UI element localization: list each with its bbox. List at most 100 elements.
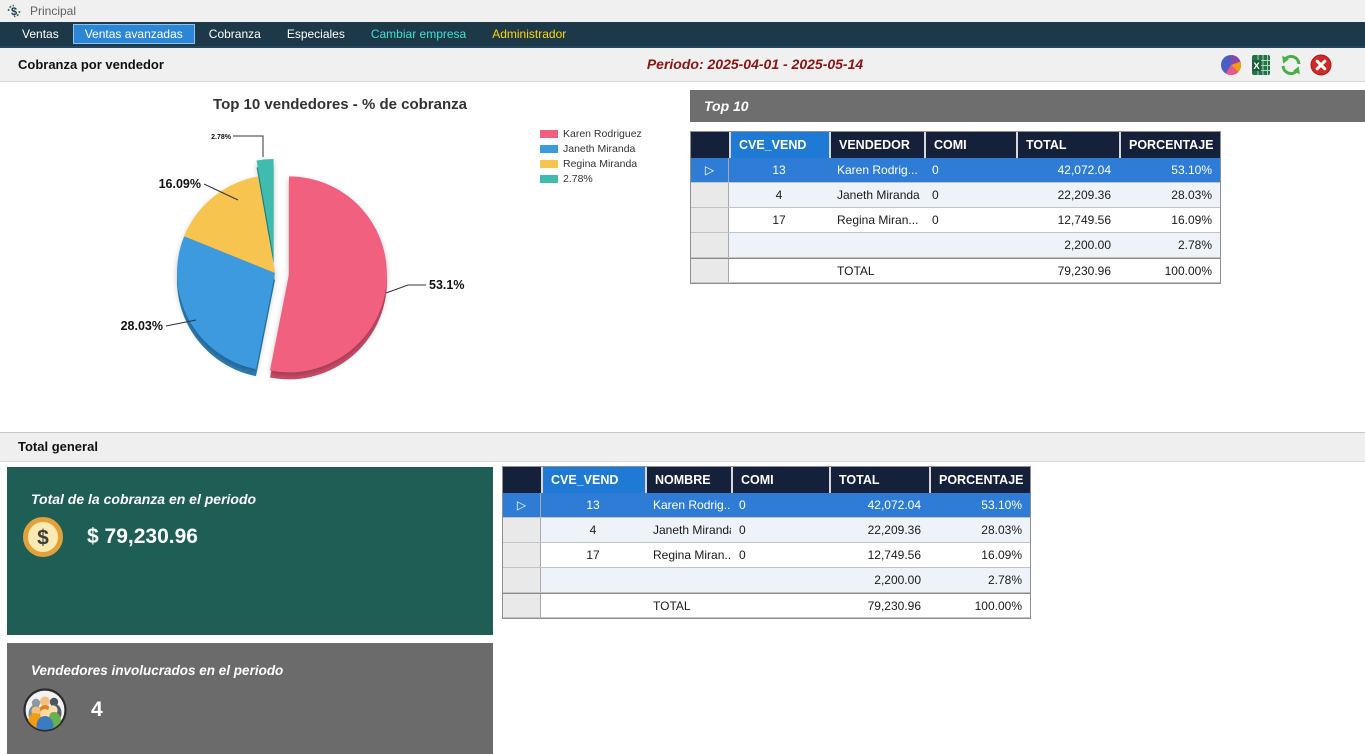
cell-porcentaje[interactable]: 2.78% bbox=[1177, 238, 1212, 252]
cell-total[interactable]: 42,072.04 bbox=[1057, 163, 1111, 177]
total-cobranza-panel: Total de la cobranza en el periodo $ $ 7… bbox=[7, 467, 493, 635]
cell-porcentaje[interactable]: 2.78% bbox=[987, 573, 1022, 587]
pie-slice-regina-miranda[interactable] bbox=[184, 176, 275, 273]
cell-comi[interactable]: 0 bbox=[739, 548, 746, 562]
cell-comi[interactable] bbox=[731, 568, 829, 592]
cell-total[interactable]: 12,749.56 bbox=[867, 548, 921, 562]
col-header-selector[interactable] bbox=[691, 132, 729, 158]
table-row-total: TOTAL 79,230.96 100.00% bbox=[691, 258, 1220, 283]
row-selector[interactable] bbox=[691, 208, 729, 232]
col-header-vendedor[interactable]: VENDEDOR bbox=[829, 132, 924, 158]
cell-nombre[interactable]: Janeth Miranda bbox=[653, 523, 731, 537]
col-header-porcentaje[interactable]: PORCENTAJE bbox=[1119, 132, 1220, 158]
pie-chart: 53.1% 28.03% 16.09% 2.78% bbox=[121, 134, 464, 380]
cell-cve-vend[interactable] bbox=[729, 233, 829, 257]
cell-comi[interactable]: 0 bbox=[932, 188, 939, 202]
col-header-selector[interactable] bbox=[503, 467, 541, 493]
top10-section-title: Top 10 bbox=[704, 98, 749, 114]
cell-total[interactable]: 22,209.36 bbox=[1057, 188, 1111, 202]
menu-administrador[interactable]: Administrador bbox=[492, 27, 567, 41]
cell-nombre[interactable]: Regina Miran... bbox=[653, 548, 731, 562]
pie-chart-icon[interactable] bbox=[1219, 53, 1243, 77]
menu-cobranza[interactable]: Cobranza bbox=[208, 27, 261, 41]
cell-vendedor[interactable] bbox=[829, 233, 924, 257]
row-selector[interactable] bbox=[503, 518, 541, 542]
cell-cve-vend[interactable]: 13 bbox=[772, 163, 786, 177]
menu-especiales[interactable]: Especiales bbox=[286, 27, 345, 41]
row-selector[interactable] bbox=[691, 183, 729, 207]
refresh-icon[interactable] bbox=[1279, 53, 1303, 77]
cell-cve-vend[interactable]: 13 bbox=[586, 498, 600, 512]
table-row: 2,200.00 2.78% bbox=[691, 233, 1220, 258]
top10-grid: CVE_VEND VENDEDOR COMI TOTAL PORCENTAJE … bbox=[690, 131, 1221, 284]
table-row: ▷ 13 Karen Rodrig... 0 42,072.04 53.10% bbox=[691, 158, 1220, 183]
cell-nombre[interactable]: Karen Rodrig... bbox=[653, 498, 731, 512]
cell-cve-vend[interactable]: 17 bbox=[772, 213, 786, 227]
cell-comi[interactable]: 0 bbox=[739, 498, 746, 512]
cell-cve-vend[interactable]: 4 bbox=[589, 523, 597, 537]
legend-item: Karen Rodriguez bbox=[540, 128, 642, 140]
detail-grid: CVE_VEND NOMBRE COMI TOTAL PORCENTAJE ▷ … bbox=[502, 466, 1031, 619]
cell-porcentaje[interactable]: 28.03% bbox=[1171, 188, 1212, 202]
row-selector-arrow[interactable]: ▷ bbox=[691, 158, 729, 182]
total-cobranza-label: Total de la cobranza en el periodo bbox=[31, 491, 257, 507]
col-header-comi[interactable]: COMI bbox=[731, 467, 829, 493]
chart-title: Top 10 vendedores - % de cobranza bbox=[213, 96, 467, 113]
legend-item: 2.78% bbox=[540, 173, 642, 185]
top10-section-header: Top 10 bbox=[690, 90, 1365, 122]
window-titlebar: $ Principal bbox=[0, 0, 1365, 22]
cell-cve-vend[interactable]: 4 bbox=[775, 188, 783, 202]
menu-cambiar-empresa[interactable]: Cambiar empresa bbox=[370, 27, 467, 41]
cell-total: 79,230.96 bbox=[867, 598, 921, 613]
menubar: Ventas Ventas avanzadas Cobranza Especia… bbox=[0, 22, 1365, 46]
row-selector[interactable] bbox=[503, 594, 541, 617]
row-selector[interactable] bbox=[691, 259, 729, 282]
cell-vendedor[interactable]: Karen Rodrig... bbox=[837, 163, 918, 177]
row-selector[interactable] bbox=[503, 543, 541, 567]
table-row: 4 Janeth Miranda 0 22,209.36 28.03% bbox=[691, 183, 1220, 208]
legend-label: 2.78% bbox=[563, 173, 593, 185]
row-selector-arrow[interactable]: ▷ bbox=[503, 493, 541, 517]
cell-porcentaje[interactable]: 16.09% bbox=[1171, 213, 1212, 227]
cell-comi[interactable]: 0 bbox=[932, 163, 939, 177]
callout-label-2: 2.78% bbox=[211, 134, 232, 141]
cell-porcentaje[interactable]: 16.09% bbox=[981, 548, 1022, 562]
cell-comi[interactable] bbox=[924, 233, 1016, 257]
cell-cve-vend[interactable] bbox=[541, 568, 645, 592]
row-selector[interactable] bbox=[503, 568, 541, 592]
legend-label: Karen Rodriguez bbox=[563, 128, 642, 140]
col-header-nombre[interactable]: NOMBRE bbox=[645, 467, 731, 493]
pie-slice-janeth-miranda[interactable] bbox=[176, 236, 275, 370]
row-selector[interactable] bbox=[691, 233, 729, 257]
cell-total[interactable]: 42,072.04 bbox=[867, 498, 921, 512]
col-header-cve-vend[interactable]: CVE_VEND bbox=[541, 467, 645, 493]
pie-slice-other[interactable] bbox=[256, 159, 274, 258]
menu-ventas[interactable]: Ventas bbox=[22, 27, 59, 41]
col-header-cve-vend[interactable]: CVE_VEND bbox=[729, 132, 829, 158]
col-header-porcentaje[interactable]: PORCENTAJE bbox=[929, 467, 1030, 493]
cell-vendedor[interactable]: Janeth Miranda bbox=[837, 188, 920, 202]
table-row: 17 Regina Miran... 0 12,749.56 16.09% bbox=[503, 543, 1030, 568]
cell-total[interactable]: 2,200.00 bbox=[1064, 238, 1111, 252]
cell-vendedor[interactable]: Regina Miran... bbox=[837, 213, 919, 227]
cell-comi[interactable]: 0 bbox=[739, 523, 746, 537]
legend-swatch-yellow bbox=[540, 160, 558, 168]
cell-porcentaje[interactable]: 28.03% bbox=[981, 523, 1022, 537]
col-header-total[interactable]: TOTAL bbox=[1016, 132, 1119, 158]
callout-line-28 bbox=[165, 319, 197, 327]
menu-ventas-avanzadas[interactable]: Ventas avanzadas bbox=[72, 24, 195, 44]
cell-nombre[interactable] bbox=[645, 568, 731, 592]
cell-total[interactable]: 2,200.00 bbox=[874, 573, 921, 587]
cell-porcentaje[interactable]: 53.10% bbox=[1171, 163, 1212, 177]
cell-comi[interactable]: 0 bbox=[932, 213, 939, 227]
cell-cve-vend[interactable]: 17 bbox=[586, 548, 600, 562]
pie-slice-karen-rodriguez[interactable] bbox=[269, 176, 387, 373]
cell-porcentaje[interactable]: 53.10% bbox=[981, 498, 1022, 512]
col-header-comi[interactable]: COMI bbox=[924, 132, 1016, 158]
excel-export-icon[interactable]: X bbox=[1249, 53, 1273, 77]
col-header-total[interactable]: TOTAL bbox=[829, 467, 929, 493]
cell-total[interactable]: 12,749.56 bbox=[1057, 213, 1111, 227]
table-row: 4 Janeth Miranda 0 22,209.36 28.03% bbox=[503, 518, 1030, 543]
cell-total[interactable]: 22,209.36 bbox=[867, 523, 921, 537]
close-icon[interactable] bbox=[1309, 53, 1333, 77]
